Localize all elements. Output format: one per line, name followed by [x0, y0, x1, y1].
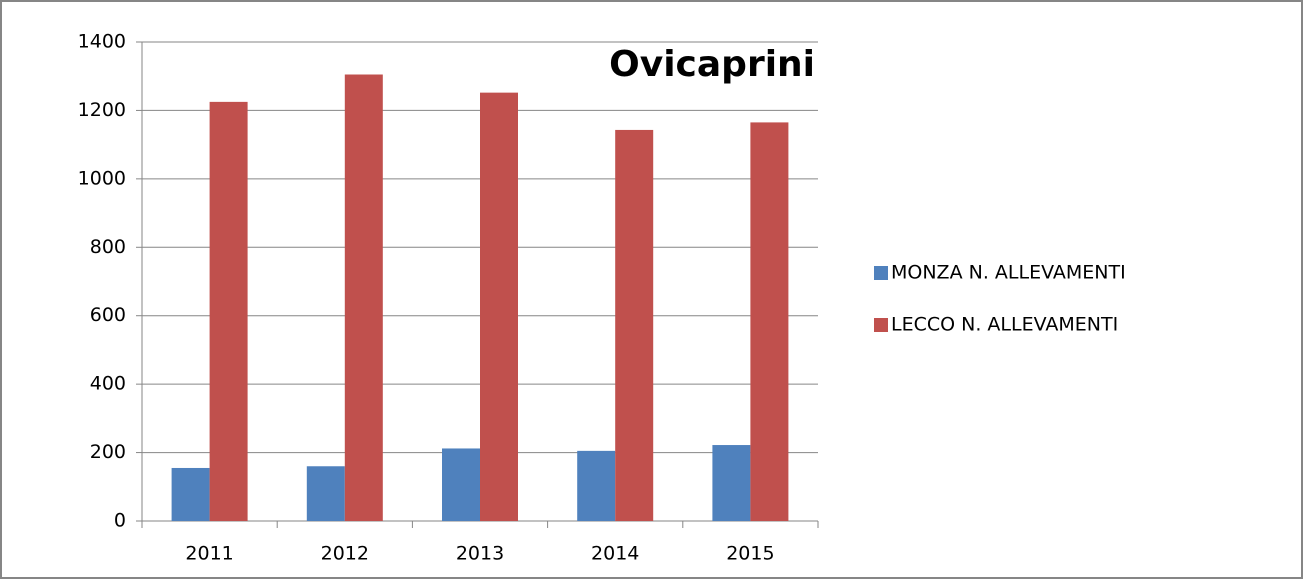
x-tick-label: 2013 [456, 543, 504, 565]
y-tick-label: 1400 [78, 31, 126, 53]
y-tick-label: 1000 [78, 167, 126, 189]
legend-swatch [874, 318, 888, 332]
y-tick-label: 400 [90, 373, 126, 395]
y-tick-label: 200 [90, 441, 126, 463]
bar [480, 92, 518, 521]
y-tick-label: 600 [90, 304, 126, 326]
x-tick-label: 2015 [726, 543, 774, 565]
legend-label: MONZA N. ALLEVAMENTI [891, 262, 1126, 284]
bar [442, 448, 480, 521]
bar [171, 467, 210, 521]
legend-label: LECCO N. ALLEVAMENTI [891, 314, 1118, 336]
y-tick-label: 0 [114, 510, 126, 532]
bar [344, 74, 383, 521]
bar [209, 101, 248, 521]
bar [615, 129, 654, 521]
bar [306, 466, 345, 521]
legend-swatch [874, 266, 888, 280]
bar [712, 445, 751, 521]
bar [750, 122, 789, 522]
x-tick-label: 2012 [321, 543, 369, 565]
bar [577, 450, 616, 521]
y-tick-label: 1200 [78, 99, 126, 121]
x-tick-label: 2011 [185, 543, 233, 565]
y-tick-label: 800 [90, 236, 126, 258]
x-tick-label: 2014 [591, 543, 639, 565]
chart-title: Ovicaprini [609, 44, 815, 85]
